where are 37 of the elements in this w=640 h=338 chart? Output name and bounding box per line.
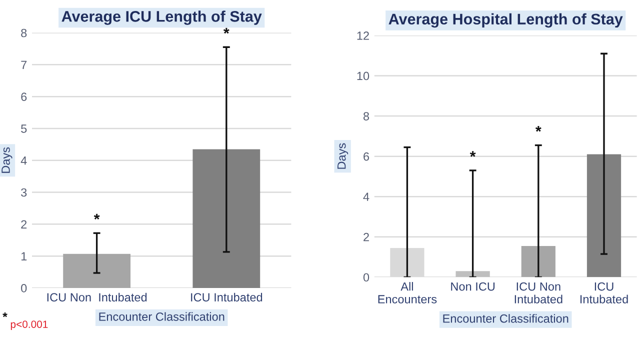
- y-tick-label: 8: [21, 28, 27, 38]
- chart-title: Average Hospital Length of Stay: [388, 13, 623, 28]
- x-axis-title: Encounter Classification: [99, 312, 224, 321]
- bar: [456, 271, 490, 278]
- y-tick-label: 5: [21, 124, 27, 133]
- x-tick-label: Non ICU: [451, 282, 495, 291]
- annotation: *: [470, 151, 476, 157]
- x-tick-label: All Encounters: [378, 282, 437, 304]
- x-tick-label: ICU Non Intubated: [514, 282, 562, 304]
- y-tick-label: 7: [21, 60, 27, 69]
- y-tick-label: 3: [21, 188, 27, 197]
- text: *: [2, 312, 8, 318]
- x-tick-label: ICU Non Intubated: [47, 292, 147, 302]
- y-tick-label: 4: [363, 192, 370, 201]
- bar: [586, 154, 622, 278]
- y-tick-label: 4: [20, 156, 27, 165]
- annotation: *: [223, 28, 230, 34]
- y-tick-label: 2: [364, 232, 369, 242]
- annotation: *: [535, 126, 542, 132]
- text: p<0.001: [10, 320, 48, 330]
- y-axis-title: Days: [338, 143, 348, 169]
- x-axis-title: Encounter Classification: [443, 314, 568, 323]
- y-tick-label: 12: [357, 32, 369, 40]
- bar: [521, 246, 556, 278]
- y-tick-label: 0: [363, 273, 370, 282]
- x-tick-label: ICU Intubated: [580, 282, 628, 304]
- y-tick-label: 6: [364, 152, 370, 161]
- y-tick-label: 0: [21, 284, 27, 292]
- y-tick-label: 1: [21, 252, 27, 260]
- y-tick-label: 6: [21, 92, 27, 101]
- y-tick-label: 10: [357, 72, 370, 80]
- chart-title: Average ICU Length of Stay: [62, 10, 262, 25]
- y-tick-label: 2: [21, 220, 27, 228]
- x-tick-label: ICU Intubated: [191, 292, 262, 302]
- y-axis-title: Days: [2, 147, 12, 173]
- annotation: *: [94, 214, 100, 220]
- y-tick-label: 8: [363, 112, 370, 120]
